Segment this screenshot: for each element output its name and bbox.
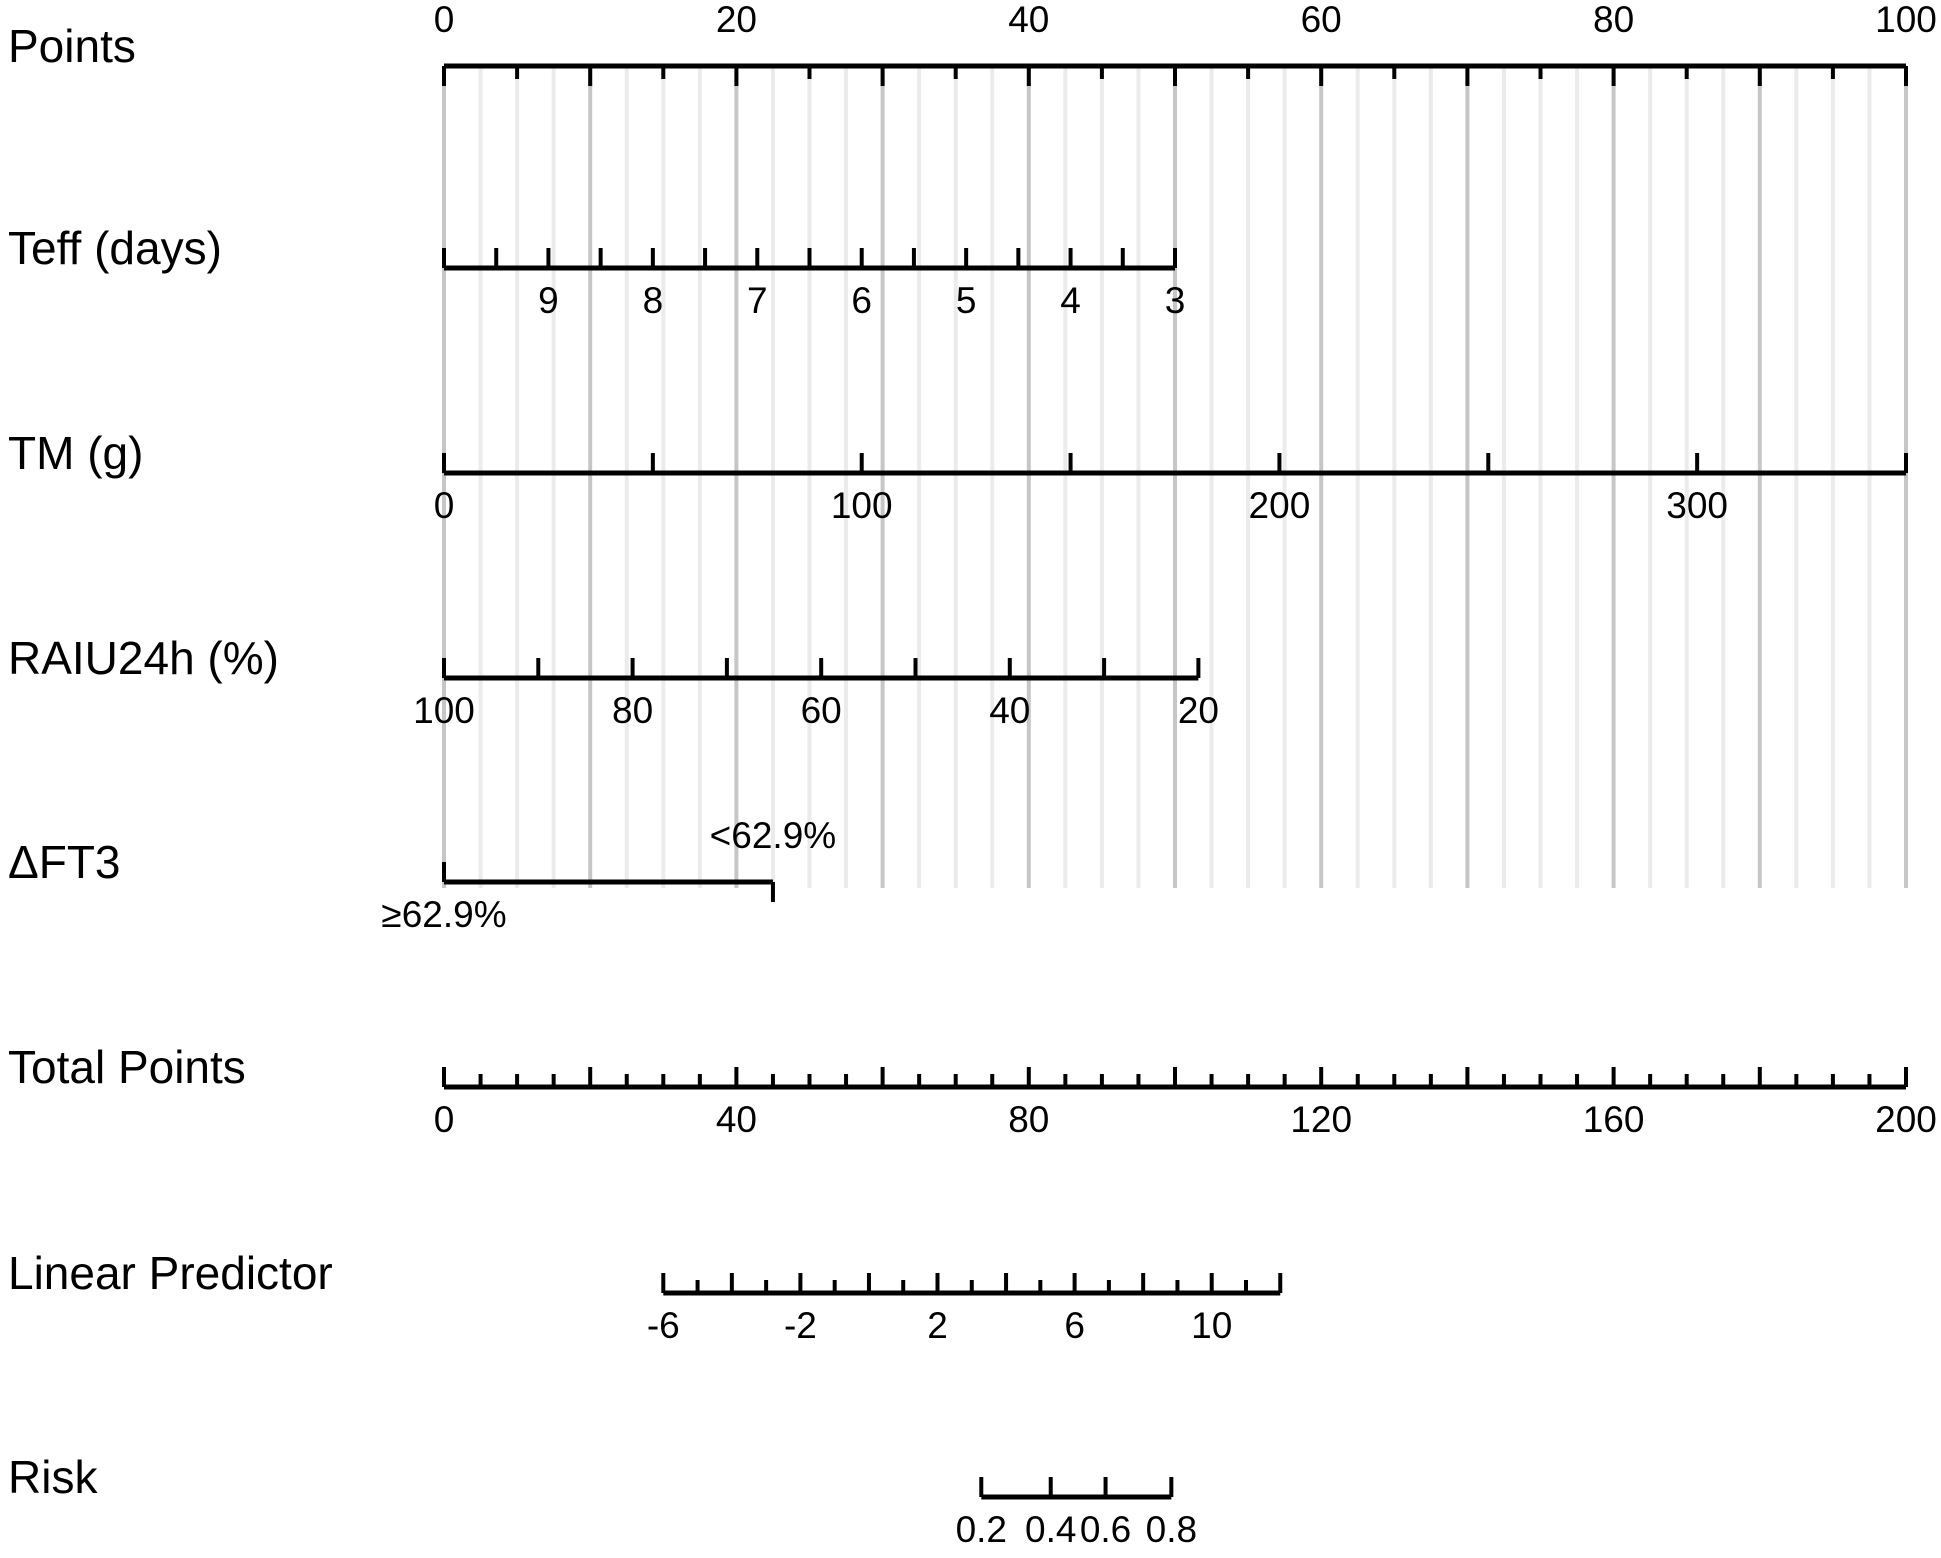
row-label-points: Points <box>8 20 136 72</box>
tick-label: 0 <box>434 485 455 526</box>
tick-label: 40 <box>716 1099 757 1140</box>
row-tm: TM (g) 0 100 200 300 <box>8 427 1908 526</box>
grid-lines <box>442 66 1908 888</box>
tick-label: 80 <box>1593 0 1634 40</box>
tick-label: 3 <box>1165 280 1186 321</box>
tick-label: 0 <box>434 0 455 40</box>
tick-label: 7 <box>747 280 768 321</box>
tick-label: 20 <box>1178 690 1219 731</box>
tick-label: 60 <box>1301 0 1342 40</box>
row-label-risk: Risk <box>8 1451 98 1503</box>
row-label-raiu: RAIU24h (%) <box>8 632 279 684</box>
row-points: Points 0 20 40 60 80 100 <box>8 0 1937 86</box>
tick-label: 60 <box>801 690 842 731</box>
tick-label: 0.6 <box>1080 1509 1131 1550</box>
row-raiu: RAIU24h (%) 100 80 60 40 20 <box>8 632 1219 731</box>
tick-label: 6 <box>1064 1305 1085 1346</box>
row-label-lp: Linear Predictor <box>8 1247 333 1299</box>
row-dft3: ΔFT3 ≥62.9% <62.9% <box>8 815 836 935</box>
tick-label: 0.4 <box>1025 1509 1076 1550</box>
tick-label: 0 <box>434 1099 455 1140</box>
tick-label: 4 <box>1060 280 1081 321</box>
row-risk: Risk 0.2 0.4 0.6 0.8 <box>8 1451 1197 1550</box>
tick-label: 100 <box>413 690 475 731</box>
tick-label: 8 <box>643 280 664 321</box>
tick-label: 5 <box>956 280 977 321</box>
row-label-teff: Teff (days) <box>8 222 222 274</box>
tick-label: 120 <box>1290 1099 1352 1140</box>
row-teff: Teff (days) 9 8 7 6 5 4 3 <box>8 222 1185 321</box>
tick-label: 300 <box>1666 485 1728 526</box>
tick-label: 9 <box>538 280 559 321</box>
category-label: <62.9% <box>710 815 837 856</box>
category-label: ≥62.9% <box>381 894 506 935</box>
tick-label: 10 <box>1191 1305 1232 1346</box>
row-label-total: Total Points <box>8 1041 246 1093</box>
tick-label: 0.8 <box>1146 1509 1197 1550</box>
tick-label: 80 <box>612 690 653 731</box>
tick-label: -2 <box>784 1305 817 1346</box>
tick-label: -6 <box>647 1305 680 1346</box>
tick-label: 160 <box>1583 1099 1645 1140</box>
tick-label: 20 <box>716 0 757 40</box>
row-label-dft3: ΔFT3 <box>8 836 121 888</box>
tick-label: 40 <box>1008 0 1049 40</box>
row-label-tm: TM (g) <box>8 427 143 479</box>
row-lp: Linear Predictor -6 -2 2 6 10 <box>8 1247 1283 1346</box>
tick-label: 6 <box>851 280 872 321</box>
tick-label: 200 <box>1249 485 1311 526</box>
row-total: Total Points 0 40 80 120 160 200 <box>8 1041 1937 1140</box>
tick-label: 100 <box>1875 0 1937 40</box>
tick-label: 200 <box>1875 1099 1937 1140</box>
tick-label: 2 <box>927 1305 948 1346</box>
tick-label: 100 <box>831 485 893 526</box>
tick-label: 0.2 <box>956 1509 1007 1550</box>
tick-label: 80 <box>1008 1099 1049 1140</box>
tick-label: 40 <box>989 690 1030 731</box>
